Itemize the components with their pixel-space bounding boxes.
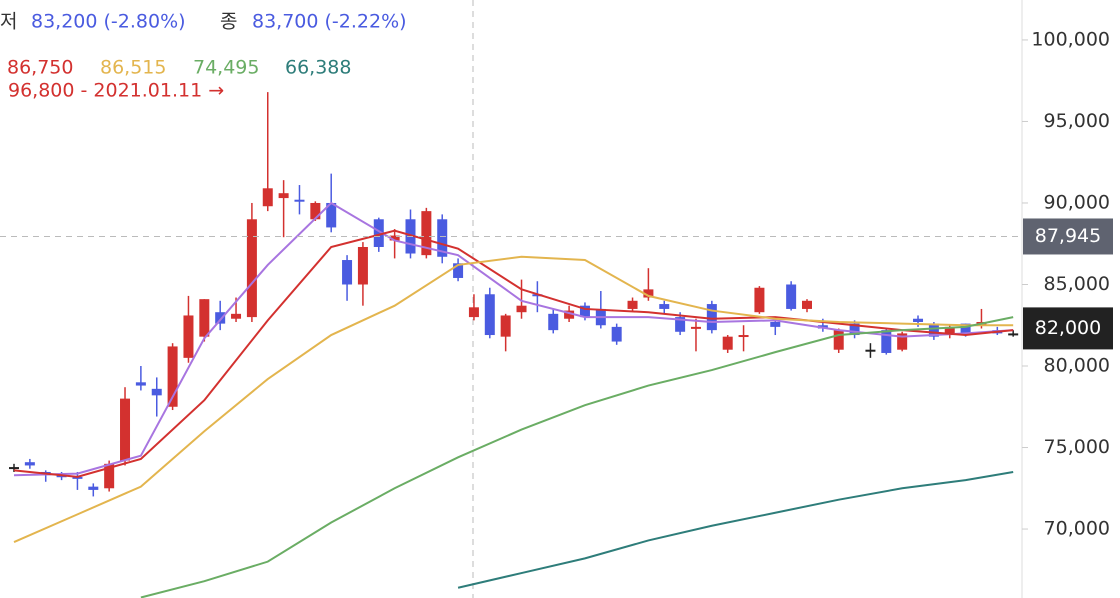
ma-line [13,229,1014,478]
candle-body [326,202,337,228]
candle-body [754,287,765,313]
candle-body [183,315,194,358]
candle-body [1008,333,1019,336]
low-label: 저 [0,11,17,33]
candle-body [706,304,717,331]
ma-label: 86,515 [100,57,166,79]
candle-body [453,263,464,278]
candle-body [865,349,876,352]
last-price-box [1023,307,1113,350]
candle-body [516,305,527,313]
ma-label: 66,388 [285,57,351,79]
candle-body [738,335,749,338]
candle-body [548,313,559,331]
candle-body [579,305,590,318]
candle-body [881,330,892,353]
crosshair-box [1023,218,1113,255]
ma-line [457,470,1014,589]
candle-body [373,219,384,247]
y-tick-label: 90,000 [1044,191,1110,213]
candle-body [484,294,495,336]
candle-body [897,333,908,350]
y-tick-label: 85,000 [1044,273,1110,295]
candle-body [294,199,305,202]
ma-line [140,316,1014,598]
candle-body [421,211,432,256]
y-tick-label: 100,000 [1031,28,1110,50]
ma-line [13,255,1014,543]
candle-body [246,219,257,318]
candle-body [500,315,511,337]
y-tick-label: 75,000 [1044,436,1110,458]
crosshair-label: 87,945 [1035,225,1101,247]
candle-body [960,323,971,334]
annotation: 96,800 - 2021.01.11 → [8,80,224,102]
candle-body [468,307,479,318]
candle-body [24,462,35,466]
close-label: 종 [220,11,237,33]
y-tick-label: 70,000 [1044,518,1110,540]
candle-body [849,323,860,336]
candle-body [278,193,289,199]
candle-body [437,219,448,257]
candle-body [120,398,131,461]
candle-body [944,326,955,336]
y-tick-label: 95,000 [1044,110,1110,132]
candle-body [928,323,939,337]
candle-body [199,299,210,337]
candle-body [627,300,638,309]
candle-body [104,463,115,489]
candle-body [690,326,701,329]
candle-body [88,486,99,490]
candle-body [786,284,797,309]
y-tick-label: 80,000 [1044,355,1110,377]
ma-label: 74,495 [193,57,259,79]
candle-body [675,317,686,332]
close-text: 83,700 (-2.22%) [252,11,407,33]
candle-body [611,326,622,342]
candle-body [564,310,575,319]
candle-body [342,260,353,285]
candle-body [167,346,178,407]
candle-body [389,235,400,241]
candle-body [659,304,670,309]
candle-body [643,289,654,298]
candle-body [802,300,812,309]
candle-body [833,330,844,350]
candle-body [9,467,19,470]
candle-body [310,202,321,220]
candle-body [231,313,242,319]
candle-body [151,388,162,396]
candle-body [913,318,924,322]
candle-body [215,312,226,324]
ma-label: 86,750 [7,57,73,79]
ma-line [13,201,1014,477]
candle-body [135,382,146,386]
candle-body [357,246,368,285]
candle-body [722,336,733,350]
last-price-label: 82,000 [1035,317,1101,339]
candle-body [770,321,781,327]
axis-panel [1022,0,1120,598]
low-text: 83,200 (-2.80%) [31,11,186,33]
candle-body [262,188,273,207]
